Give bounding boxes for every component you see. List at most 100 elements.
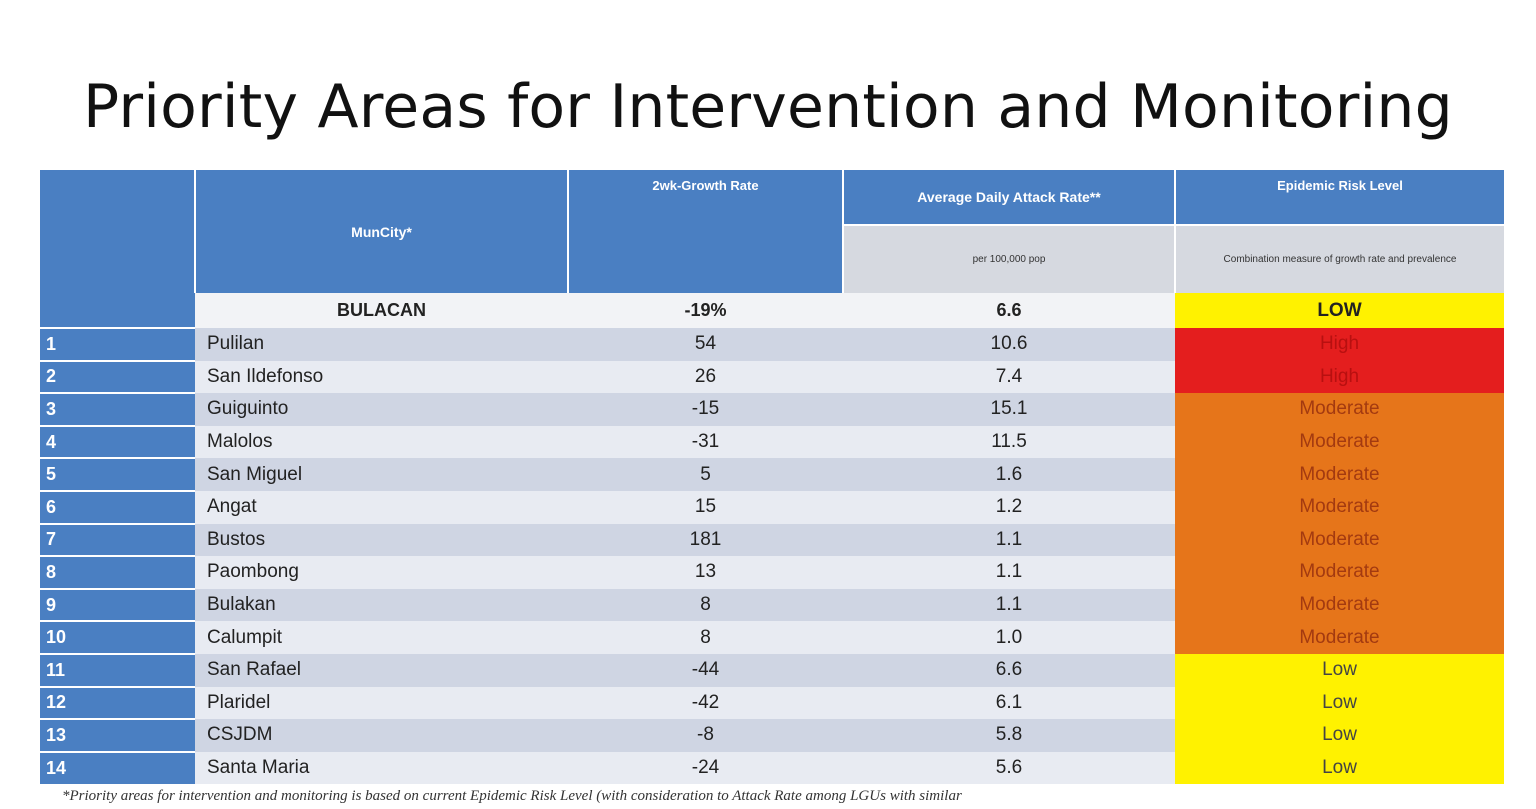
table-row: 8 Paombong 13 1.1 Moderate: [40, 555, 1504, 589]
row-attack-rate: 6.1: [843, 686, 1175, 720]
row-attack-rate: 1.2: [843, 490, 1175, 524]
row-attack-rate: 11.5: [843, 425, 1175, 459]
table-row: 13 CSJDM -8 5.8 Low: [40, 718, 1504, 752]
table-row: 14 Santa Maria -24 5.6 Low: [40, 750, 1504, 785]
row-number: 5: [40, 457, 195, 491]
row-risk-level: Low: [1175, 653, 1504, 687]
table-row: 11 San Rafael -44 6.6 Low: [40, 652, 1504, 687]
row-risk-level: Moderate: [1175, 523, 1504, 557]
row-attack-rate: 1.1: [843, 523, 1175, 557]
table-row: 4 Malolos -31 11.5 Moderate: [40, 424, 1504, 459]
row-risk-level: Moderate: [1175, 588, 1504, 622]
footnote: *Priority areas for intervention and mon…: [62, 788, 962, 804]
row-muncity: Bustos: [195, 523, 568, 557]
row-number: 3: [40, 392, 195, 426]
row-number: 11: [40, 652, 195, 687]
province-attack: 6.6: [843, 293, 1175, 328]
row-risk-level: Low: [1175, 686, 1504, 720]
row-growth-rate: 13: [568, 556, 843, 589]
row-growth-rate: -8: [568, 719, 843, 752]
row-attack-rate: 1.1: [843, 556, 1175, 589]
row-growth-rate: -15: [568, 393, 843, 426]
row-number: 2: [40, 359, 195, 394]
row-growth-rate: 8: [568, 588, 843, 622]
row-attack-rate: 1.1: [843, 588, 1175, 622]
row-growth-rate: -31: [568, 425, 843, 459]
row-attack-rate: 5.6: [843, 751, 1175, 785]
row-muncity: Paombong: [195, 556, 568, 589]
row-growth-rate: 54: [568, 328, 843, 361]
row-number: 7: [40, 522, 195, 557]
row-risk-level: Moderate: [1175, 458, 1504, 491]
row-muncity: Plaridel: [195, 686, 568, 720]
table-row: 9 Bulakan 8 1.1 Moderate: [40, 587, 1504, 622]
row-attack-rate: 6.6: [843, 653, 1175, 687]
row-growth-rate: 181: [568, 523, 843, 557]
row-risk-level: High: [1175, 328, 1504, 361]
province-growth: -19%: [568, 293, 843, 328]
table-row: 12 Plaridel -42 6.1 Low: [40, 685, 1504, 720]
row-number: 6: [40, 489, 195, 524]
header-risk-level-sub: Combination measure of growth rate and p…: [1174, 224, 1504, 293]
row-number: 14: [40, 750, 195, 785]
row-number: 9: [40, 587, 195, 622]
row-risk-level: Low: [1175, 719, 1504, 752]
table-row: 5 San Miguel 5 1.6 Moderate: [40, 457, 1504, 491]
row-muncity: CSJDM: [195, 719, 568, 752]
row-attack-rate: 5.8: [843, 719, 1175, 752]
row-muncity: Calumpit: [195, 621, 568, 654]
row-risk-level: Moderate: [1175, 621, 1504, 654]
row-number: 8: [40, 555, 195, 589]
header-attack-rate: Average Daily Attack Rate**: [842, 170, 1175, 225]
row-growth-rate: 8: [568, 621, 843, 654]
row-risk-level: Moderate: [1175, 425, 1504, 459]
row-attack-rate: 10.6: [843, 328, 1175, 361]
slide-title: Priority Areas for Intervention and Moni…: [83, 72, 1453, 142]
province-number-cell: [40, 293, 195, 328]
row-growth-rate: 26: [568, 360, 843, 394]
row-growth-rate: -42: [568, 686, 843, 720]
row-muncity: San Miguel: [195, 458, 568, 491]
table-row: 7 Bustos 181 1.1 Moderate: [40, 522, 1504, 557]
row-muncity: San Ildefonso: [195, 360, 568, 394]
province-risk: LOW: [1175, 293, 1504, 328]
header-number: [40, 170, 195, 293]
table-row: 2 San Ildefonso 26 7.4 High: [40, 359, 1504, 394]
row-muncity: San Rafael: [195, 653, 568, 687]
header-risk-level: Epidemic Risk Level: [1174, 170, 1504, 225]
row-risk-level: Low: [1175, 751, 1504, 785]
table-row: 10 Calumpit 8 1.0 Moderate: [40, 620, 1504, 654]
table-row: 6 Angat 15 1.2 Moderate: [40, 489, 1504, 524]
header-muncity: MunCity*: [194, 170, 568, 293]
row-attack-rate: 15.1: [843, 393, 1175, 426]
row-muncity: Pulilan: [195, 328, 568, 361]
header-growth-rate: 2wk-Growth Rate: [567, 170, 843, 293]
table-row: 1 Pulilan 54 10.6 High: [40, 327, 1504, 361]
row-muncity: Bulakan: [195, 588, 568, 622]
row-attack-rate: 1.6: [843, 458, 1175, 491]
row-risk-level: Moderate: [1175, 556, 1504, 589]
row-growth-rate: 5: [568, 458, 843, 491]
table-row: 3 Guiguinto -15 15.1 Moderate: [40, 392, 1504, 426]
row-attack-rate: 1.0: [843, 621, 1175, 654]
priority-areas-table: MunCity* 2wk-Growth Rate Average Daily A…: [40, 170, 1504, 785]
row-risk-level: High: [1175, 360, 1504, 394]
row-number: 13: [40, 718, 195, 752]
row-growth-rate: -44: [568, 653, 843, 687]
row-growth-rate: -24: [568, 751, 843, 785]
row-risk-level: Moderate: [1175, 393, 1504, 426]
row-muncity: Angat: [195, 490, 568, 524]
row-number: 10: [40, 620, 195, 654]
row-attack-rate: 7.4: [843, 360, 1175, 394]
row-number: 1: [40, 327, 195, 361]
row-muncity: Malolos: [195, 425, 568, 459]
row-muncity: Guiguinto: [195, 393, 568, 426]
row-number: 4: [40, 424, 195, 459]
province-name: BULACAN: [195, 293, 568, 328]
row-muncity: Santa Maria: [195, 751, 568, 785]
row-growth-rate: 15: [568, 490, 843, 524]
row-number: 12: [40, 685, 195, 720]
header-attack-rate-sub: per 100,000 pop: [842, 224, 1175, 293]
province-row: BULACAN -19% 6.6 LOW: [40, 293, 1504, 328]
row-risk-level: Moderate: [1175, 490, 1504, 524]
